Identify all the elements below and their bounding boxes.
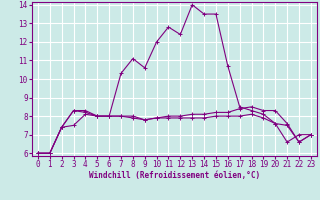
X-axis label: Windchill (Refroidissement éolien,°C): Windchill (Refroidissement éolien,°C) (89, 171, 260, 180)
